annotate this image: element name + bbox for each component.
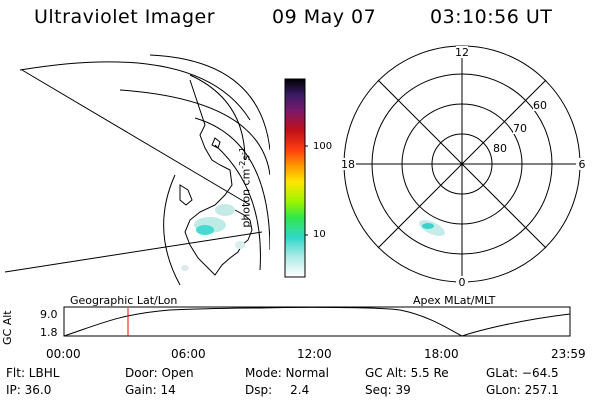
time-tick-0600: 06:00	[171, 347, 206, 361]
lat-label-80: 80	[493, 142, 507, 155]
lat-arc-4	[119, 89, 270, 176]
lat-arc-2	[149, 54, 270, 151]
apex-projection-label: Apex MLat/MLT	[413, 294, 496, 307]
gc-alt-status: GC Alt: 5.5 Re	[365, 366, 449, 380]
lat-arc-5	[194, 117, 270, 251]
geographic-map	[4, 54, 270, 286]
colorbar-tick-10: 10	[313, 229, 326, 240]
mlt-label-left: 18	[341, 158, 355, 171]
intensity-colorbar	[284, 78, 308, 278]
mlt-label-top: 12	[455, 46, 469, 59]
lat-label-60: 60	[533, 99, 547, 112]
altitude-axis-label: GC Alt	[1, 310, 14, 345]
glat-status: GLat: −64.5	[486, 366, 559, 380]
polar-diagonal-2	[377, 79, 547, 249]
door-status: Door: Open	[125, 366, 194, 380]
time-label: 03:10:56 UT	[430, 6, 553, 28]
lat-arc-6	[214, 144, 261, 271]
coastline	[184, 79, 253, 276]
polar-plot: 12 6 0 18 60 70 80	[340, 45, 588, 289]
instrument-title: Ultraviolet Imager	[34, 6, 216, 28]
geographic-projection-label: Geographic Lat/Lon	[70, 294, 178, 307]
alt-tick-high: 9.0	[40, 308, 58, 321]
mlt-label-bottom: 0	[459, 276, 466, 289]
aurora-emission	[181, 204, 245, 271]
colorbar-unit-label: photon cm-2s-1	[238, 146, 253, 228]
lat-label-70: 70	[513, 122, 527, 135]
mlt-label-right: 6	[579, 158, 586, 171]
lat-arc-7	[163, 174, 181, 286]
date-label: 09 May 07	[272, 6, 377, 28]
dsp-status: Dsp: 2.4	[245, 383, 310, 397]
alt-tick-low: 1.8	[40, 326, 58, 339]
altitude-curve	[63, 306, 571, 337]
altitude-plot-frame	[63, 306, 571, 337]
time-tick-1800: 18:00	[424, 347, 459, 361]
glon-status: GLon: 257.1	[486, 383, 559, 397]
meridian-2	[4, 231, 263, 273]
island-2	[211, 137, 221, 149]
time-tick-0000: 00:00	[46, 347, 81, 361]
time-tick-2359: 23:59	[551, 347, 586, 361]
polar-aurora	[419, 219, 445, 237]
altitude-plot	[63, 306, 571, 337]
meridian-1	[21, 69, 251, 206]
gain-status: Gain: 14	[125, 383, 176, 397]
filter-status: Flt: LBHL	[6, 366, 60, 380]
lat-arc-3	[189, 74, 246, 161]
time-tick-1200: 12:00	[297, 347, 332, 361]
lat-arc-1	[19, 61, 251, 121]
mode-status: Mode: Normal	[245, 366, 329, 380]
seq-status: Seq: 39	[365, 383, 411, 397]
colorbar-tick-100: 100	[313, 141, 333, 152]
island-1	[179, 184, 193, 206]
ip-status: IP: 36.0	[6, 383, 52, 397]
